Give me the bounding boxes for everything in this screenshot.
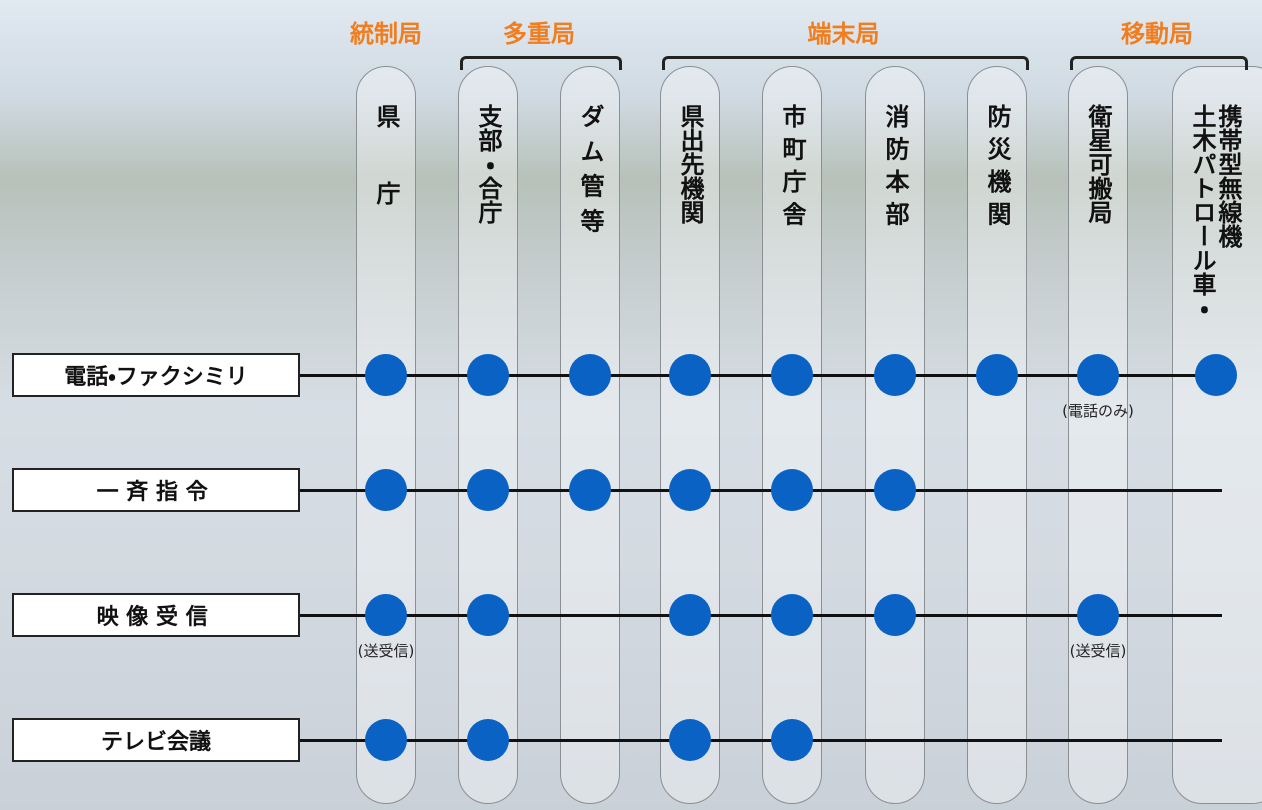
column-label: 防災機関 [983,104,1011,234]
connection-line [300,614,1222,617]
column-pill [762,66,822,804]
connection-dot [1195,354,1237,396]
row-label: 電話・ファクシミリ [12,353,300,397]
row-label: テレビ会議 [12,718,300,762]
connection-dot [669,594,711,636]
connection-dot [467,354,509,396]
connection-dot [874,594,916,636]
connection-dot [467,594,509,636]
column-label: 衛星可搬局 [1084,104,1112,224]
column-pill [660,66,720,804]
connection-note: (送受信) [357,642,415,660]
column-pill [865,66,925,804]
connection-line [300,374,1222,377]
connection-dot [1077,354,1119,396]
connection-dot [365,469,407,511]
connection-dot [365,354,407,396]
group-label: 統制局 [350,20,422,48]
column-label: ダム管等 [576,104,604,244]
connection-dot [669,719,711,761]
column-label: 支部・合庁 [474,104,502,224]
column-label: 土木パトロール車・ [1188,104,1216,320]
connection-line [300,739,1222,742]
connection-dot [874,354,916,396]
connection-dot [569,469,611,511]
group-bracket [460,56,622,70]
column-label: 携帯型無線機 [1214,104,1242,248]
connection-dot [771,354,813,396]
group-bracket [662,56,1029,70]
connection-dot [976,354,1018,396]
connection-note: (電話のみ) [1062,402,1134,420]
column-label: 県出先機関 [676,104,704,224]
column-pill [458,66,518,804]
group-label: 移動局 [1121,20,1193,48]
connection-dot [771,719,813,761]
connection-dot [771,469,813,511]
connection-dot [1077,594,1119,636]
connection-dot [467,469,509,511]
connection-line [300,489,1222,492]
row-label: 一斉指令 [12,468,300,512]
column-pill [1172,66,1262,804]
column-label: 県庁 [372,104,400,258]
connection-dot [365,719,407,761]
connection-dot [365,594,407,636]
group-bracket [1070,56,1248,70]
column-label: 市町庁舎 [778,104,806,234]
column-pill [1068,66,1128,804]
connection-note: (送受信) [1069,642,1127,660]
row-label: 映像受信 [12,593,300,637]
column-pill [356,66,416,804]
connection-dot [669,354,711,396]
connection-dot [669,469,711,511]
column-label: 消防本部 [881,104,909,234]
connection-dot [569,354,611,396]
group-label: 端末局 [807,20,880,48]
connection-dot [874,469,916,511]
column-pill [967,66,1027,804]
group-label: 多重局 [503,20,575,48]
connection-dot [771,594,813,636]
connection-dot [467,719,509,761]
column-pill [560,66,620,804]
